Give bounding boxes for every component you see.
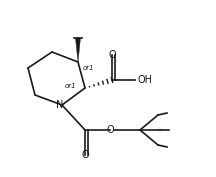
Text: or1: or1	[83, 65, 95, 71]
Text: O: O	[106, 125, 114, 135]
Text: OH: OH	[137, 75, 152, 85]
Text: N: N	[56, 100, 64, 110]
Text: O: O	[108, 50, 116, 60]
Text: or1: or1	[65, 83, 77, 89]
Polygon shape	[76, 38, 81, 62]
Text: O: O	[81, 150, 89, 160]
